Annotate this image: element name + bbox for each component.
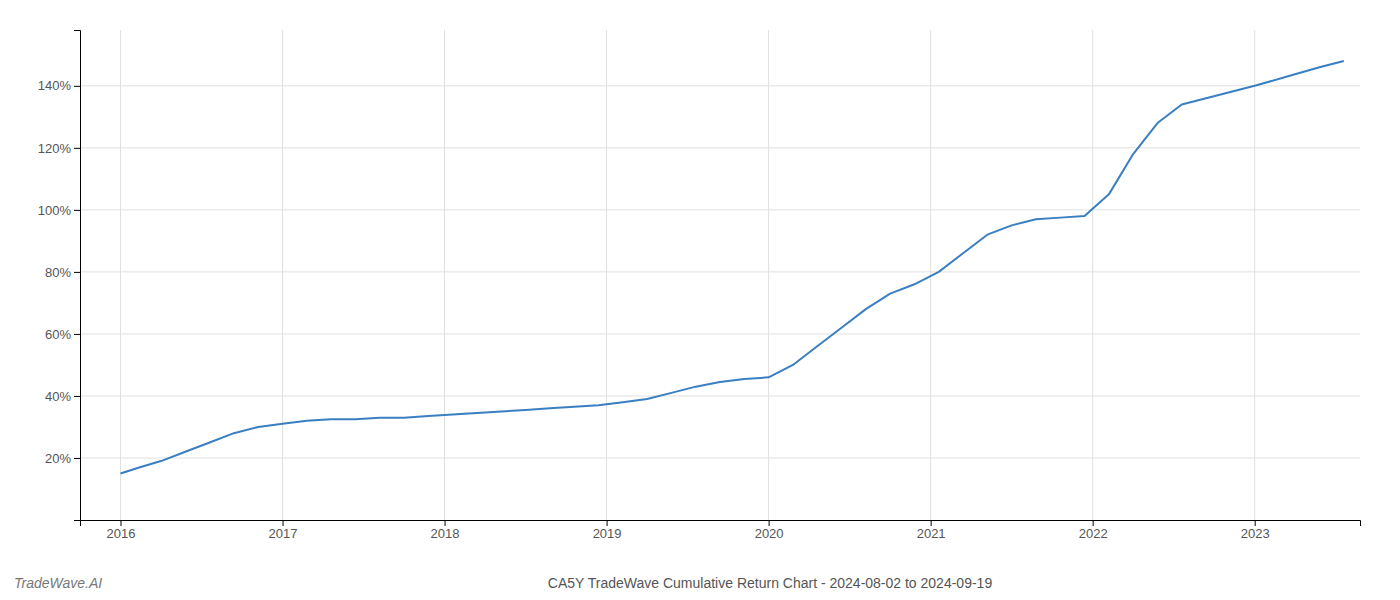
x-grid-line	[444, 30, 445, 520]
y-tick: 60%	[45, 327, 80, 342]
y-grid-line	[80, 271, 1360, 272]
x-tick-label: 2021	[917, 526, 946, 541]
x-tick-label: 2016	[107, 526, 136, 541]
x-tick: 2020	[755, 520, 784, 541]
plot-area	[121, 61, 1344, 473]
y-grid-line	[80, 85, 1360, 86]
y-tick: 140%	[38, 78, 80, 93]
x-tick: 2019	[593, 520, 622, 541]
y-tick: 100%	[38, 203, 80, 218]
y-axis: 20% 40% 60% 80% 100% 120% 140%	[38, 31, 81, 521]
y-grid-line	[80, 457, 1360, 458]
x-tick: 2023	[1241, 520, 1270, 541]
x-tick-mark	[607, 520, 608, 526]
grid	[80, 30, 1360, 520]
y-tick-mark	[74, 272, 80, 273]
x-tick: 2018	[431, 520, 460, 541]
title: CA5Y TradeWave Cumulative Return Chart -…	[548, 575, 993, 591]
y-grid-line	[80, 395, 1360, 396]
x-tick: 2017	[269, 520, 298, 541]
x-tick: 2022	[1079, 520, 1108, 541]
x-grid-line	[120, 30, 121, 520]
x-grid-line	[282, 30, 283, 520]
y-tick-label: 20%	[45, 451, 71, 466]
y-tick-mark	[74, 86, 80, 87]
y-tick: 120%	[38, 141, 80, 156]
x-tick-label: 2017	[269, 526, 298, 541]
x-grid-line	[606, 30, 607, 520]
x-tick-mark	[931, 520, 932, 526]
y-tick-label: 60%	[45, 327, 71, 342]
x-tick-label: 2020	[755, 526, 784, 541]
y-axis-line	[74, 31, 81, 521]
chart: 2016 2017 2018 2019 2020 2021 2022 2023 20% 40% 60…	[0, 0, 1400, 600]
x-tick: 2016	[107, 520, 136, 541]
y-tick-mark	[74, 210, 80, 211]
watermark: TradeWave.AI	[14, 575, 102, 591]
x-tick-label: 2022	[1079, 526, 1108, 541]
x-tick-mark	[1093, 520, 1094, 526]
y-tick-mark	[74, 458, 80, 459]
x-tick-mark	[1255, 520, 1256, 526]
y-tick-label: 40%	[45, 389, 71, 404]
y-tick-mark	[74, 148, 80, 149]
x-axis-line	[81, 521, 1361, 527]
y-grid-line	[80, 333, 1360, 334]
y-grid-line	[80, 209, 1360, 210]
y-tick-label: 120%	[38, 141, 72, 156]
y-tick: 40%	[45, 389, 80, 404]
x-tick-mark	[283, 520, 284, 526]
y-tick: 80%	[45, 265, 80, 280]
x-tick-mark	[445, 520, 446, 526]
x-grid-line	[768, 30, 769, 520]
y-tick: 20%	[45, 451, 80, 466]
x-tick-mark	[121, 520, 122, 526]
y-tick-label: 80%	[45, 265, 71, 280]
x-tick: 2021	[917, 520, 946, 541]
line	[121, 61, 1344, 473]
y-tick-label: 140%	[38, 78, 72, 93]
x-grid-line	[1092, 30, 1093, 520]
x-tick-label: 2019	[593, 526, 622, 541]
x-grid-line	[1254, 30, 1255, 520]
y-grid-line	[80, 147, 1360, 148]
y-tick-mark	[74, 334, 80, 335]
x-tick-label: 2018	[431, 526, 460, 541]
x-axis: 2016 2017 2018 2019 2020 2021 2022 2023	[81, 520, 1361, 541]
y-tick-label: 100%	[38, 203, 72, 218]
y-tick-mark	[74, 396, 80, 397]
x-tick-label: 2023	[1241, 526, 1270, 541]
x-tick-mark	[769, 520, 770, 526]
